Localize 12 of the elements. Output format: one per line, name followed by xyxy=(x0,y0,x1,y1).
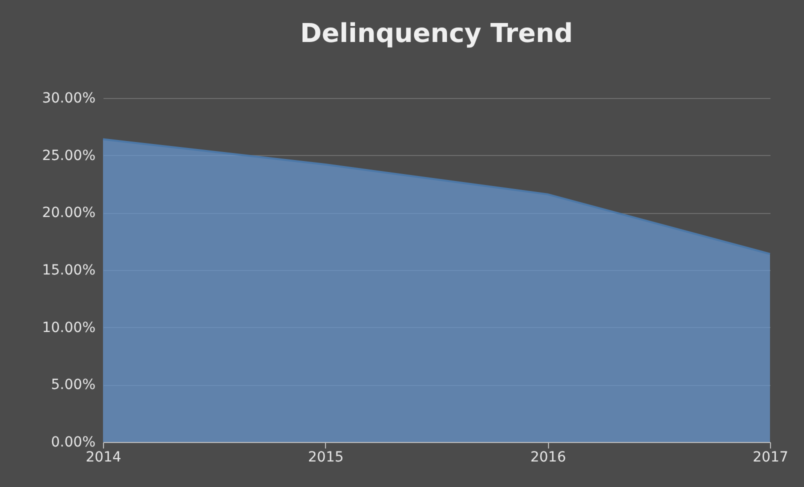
x-tick-label: 2015 xyxy=(308,450,344,466)
y-tick-label: 0.00% xyxy=(51,434,96,450)
x-tick-label: 2017 xyxy=(752,450,788,466)
chart-title: Delinquency Trend xyxy=(300,19,573,49)
y-tick-label: 5.00% xyxy=(51,377,96,394)
x-tick-label: 2014 xyxy=(86,450,122,466)
y-tick-label: 25.00% xyxy=(42,148,96,164)
y-tick-label: 15.00% xyxy=(42,262,96,278)
x-tick-label: 2016 xyxy=(530,450,566,466)
y-tick-label: 20.00% xyxy=(42,205,96,222)
y-tick-label: 30.00% xyxy=(42,90,96,106)
y-tick-label: 10.00% xyxy=(42,320,96,336)
